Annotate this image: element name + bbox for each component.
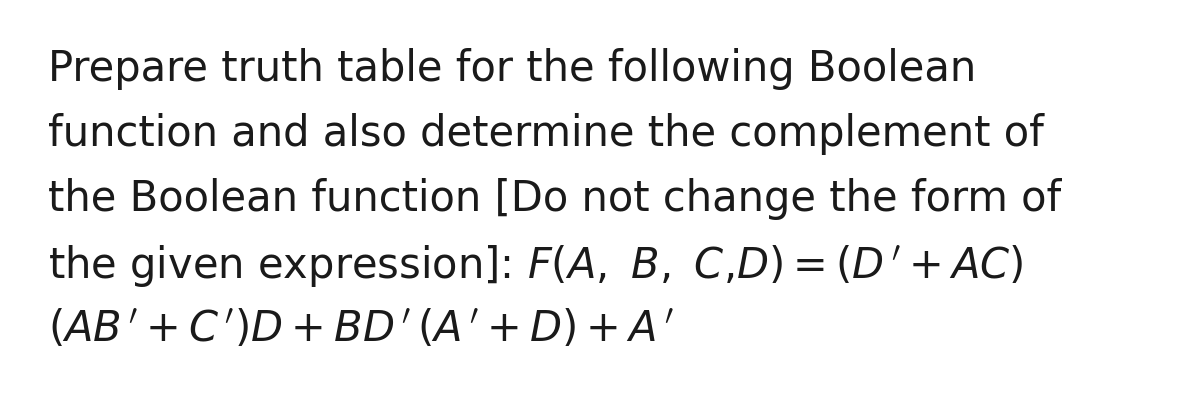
Text: $(\mathit{AB}\,' + \mathit{C}\,')\mathit{D} + \mathit{BD}\,'\,(\mathit{A}\,' + \: $(\mathit{AB}\,' + \mathit{C}\,')\mathit… [48,308,674,350]
Text: the given expression]: $\mathit{F}(\mathit{A},\ \mathit{B},\ \mathit{C}{,}\mathi: the given expression]: $\mathit{F}(\math… [48,243,1024,289]
Text: function and also determine the complement of: function and also determine the compleme… [48,113,1044,155]
Text: the Boolean function [Do not change the form of: the Boolean function [Do not change the … [48,178,1061,220]
Text: Prepare truth table for the following Boolean: Prepare truth table for the following Bo… [48,48,977,90]
